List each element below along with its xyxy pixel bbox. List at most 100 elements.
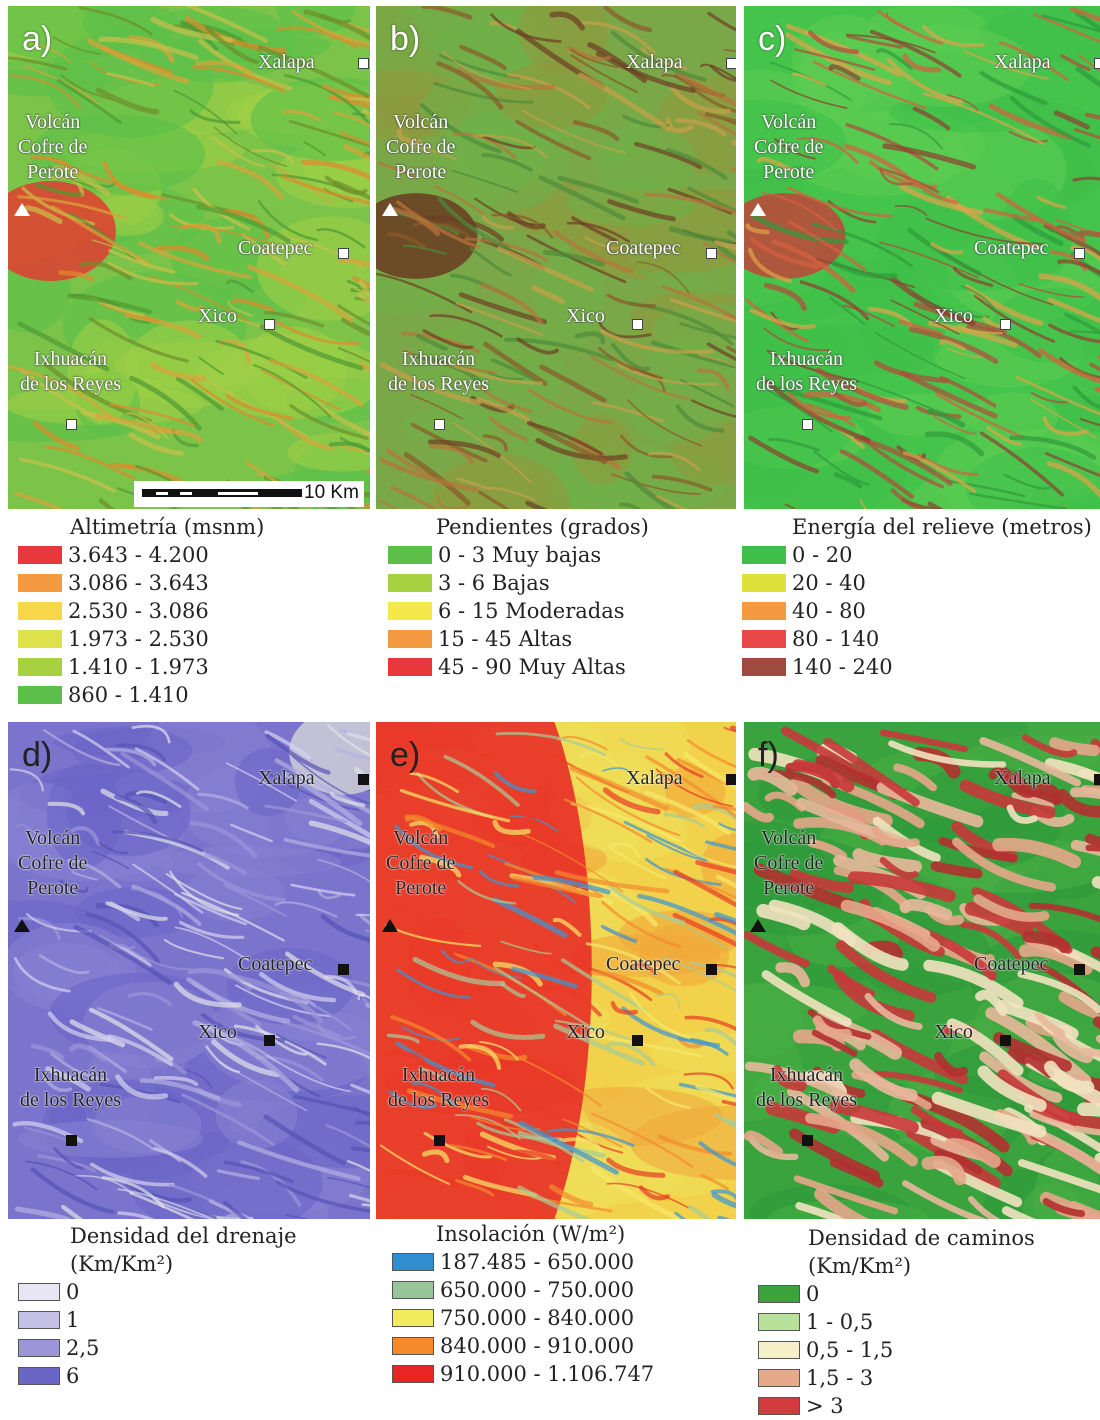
legend-swatch [392,1337,434,1355]
scale-bar-label: 10 Km [304,482,359,503]
legend-entry: 15 - 45 Altas [388,625,649,653]
terrain-raster [744,722,1100,1219]
panel-letter: b) [390,20,421,58]
town-marker-xico [632,1035,643,1046]
legend-entry: 910.000 - 1.106.747 [392,1360,654,1388]
legend-label: 15 - 45 Altas [438,627,573,651]
town-marker-ixhuacan [802,419,813,430]
place-label-volcan: Volcán Cofre de Perote [386,111,456,183]
legend-title: Altimetría (msnm) [70,515,265,539]
legend-label: 1.410 - 1.973 [68,655,209,679]
legend-entry: 650.000 - 750.000 [392,1276,654,1304]
map-panel-insolation: e) Xalapa Volcán Cofre de Perote Coatepec Xico… [376,722,736,1219]
legend-entry: 0 [758,1280,1035,1308]
legend-swatch [388,658,432,676]
legend-swatch [758,1397,800,1415]
legend-entry: 140 - 240 [742,653,1092,681]
legend-swatch [18,1283,60,1301]
legend-swatch [758,1341,800,1359]
legend-swatch [388,602,432,620]
legend-label: 45 - 90 Muy Altas [438,655,626,679]
legend-entry: 80 - 140 [742,625,1092,653]
legend-swatch [392,1281,434,1299]
volcano-triangle-icon [750,919,766,932]
legend-entry: 1.973 - 2.530 [18,625,264,653]
legend-swatch [742,546,786,564]
map-panel-altimetry: a) Xalapa Volcán Cofre de Perote Coatepec Xico… [8,6,370,509]
town-marker-xico [1000,319,1011,330]
panel-letter: a) [22,20,53,58]
volcano-triangle-icon [382,919,398,932]
legend-entry: 0,5 - 1,5 [758,1336,1035,1364]
legend-swatch [18,546,62,564]
legend-swatch [18,602,62,620]
place-label-ixhuacan: Ixhuacán de los Reyes [756,348,858,395]
legend-entry: 840.000 - 910.000 [392,1332,654,1360]
town-marker-coatepec [706,248,717,259]
scale-bar: 10 Km [134,481,364,507]
legend-label: 6 [66,1364,80,1388]
legend-swatch [18,630,62,648]
map-panel-relief-energy: c) Xalapa Volcán Cofre de Perote Coatepec Xico… [744,6,1100,509]
place-label-xico: Xico [934,305,973,327]
legend-label: 3.643 - 4.200 [68,543,209,567]
terrain-raster [744,6,1100,509]
place-label-xalapa: Xalapa [626,767,683,789]
legend-entry: 187.485 - 650.000 [392,1248,654,1276]
place-label-ixhuacan: Ixhuacán de los Reyes [388,1064,490,1111]
legend-entry: 750.000 - 840.000 [392,1304,654,1332]
legend-entry: 6 - 15 Moderadas [388,597,649,625]
legend-label: 860 - 1.410 [68,683,189,707]
legend-label: 140 - 240 [792,655,893,679]
place-label-coatepec: Coatepec [974,237,1049,259]
legend-drainage-density: Densidad del drenaje (Km/Km²) 0 1 2,5 6 [18,1222,297,1390]
legend-label: 0 [66,1280,80,1304]
volcano-triangle-icon [750,203,766,216]
legend-entry: 6 [18,1362,297,1390]
town-marker-coatepec [1074,964,1085,975]
legend-label: 20 - 40 [792,571,866,595]
place-label-coatepec: Coatepec [974,953,1049,975]
legend-label: 187.485 - 650.000 [440,1250,635,1274]
place-label-ixhuacan: Ixhuacán de los Reyes [756,1064,858,1111]
legend-label: 1 [66,1308,80,1332]
legend-title-line1: Densidad del drenaje [70,1224,297,1248]
place-label-xico: Xico [566,1021,605,1043]
terrain-raster [8,722,370,1219]
legend-swatch [18,658,62,676]
place-label-xalapa: Xalapa [258,767,315,789]
legend-entry: 0 - 3 Muy bajas [388,541,649,569]
place-label-xico: Xico [198,305,237,327]
legend-label: 2.530 - 3.086 [68,599,209,623]
town-marker-coatepec [1074,248,1085,259]
panel-letter: c) [758,20,787,58]
legend-label: 6 - 15 Moderadas [438,599,625,623]
town-marker-ixhuacan [434,1135,445,1146]
legend-road-density: Densidad de caminos (Km/Km²) 0 1 - 0,5 0,5… [758,1224,1035,1420]
map-panel-road-density: f) Xalapa Volcán Cofre de Perote Coatepec Xico… [744,722,1100,1219]
legend-title: Pendientes (grados) [436,515,649,539]
legend-insolation: Insolación (W/m²) 187.485 - 650.000 650.0… [392,1220,654,1388]
legend-items: 0 - 3 Muy bajas 3 - 6 Bajas 6 - 15 Moderad… [388,541,649,681]
legend-entry: 40 - 80 [742,597,1092,625]
legend-entry: 860 - 1.410 [18,681,264,709]
legend-entry: 1 - 0,5 [758,1308,1035,1336]
terrain-raster [8,6,370,509]
legend-entry: 3.086 - 3.643 [18,569,264,597]
town-marker-coatepec [338,248,349,259]
town-marker-xalapa [1094,774,1100,785]
town-marker-ixhuacan [66,419,77,430]
town-marker-xalapa [726,774,736,785]
legend-entry: 3 - 6 Bajas [388,569,649,597]
place-label-xico: Xico [934,1021,973,1043]
town-marker-coatepec [706,964,717,975]
legend-entry: 45 - 90 Muy Altas [388,653,649,681]
legend-label: 750.000 - 840.000 [440,1306,635,1330]
town-marker-ixhuacan [434,419,445,430]
panel-letter: f) [758,736,779,774]
legend-label: 1 - 0,5 [806,1310,874,1334]
legend-swatch [758,1285,800,1303]
legend-swatch [392,1309,434,1327]
legend-entry: 1 [18,1306,297,1334]
panel-letter: d) [22,736,53,774]
